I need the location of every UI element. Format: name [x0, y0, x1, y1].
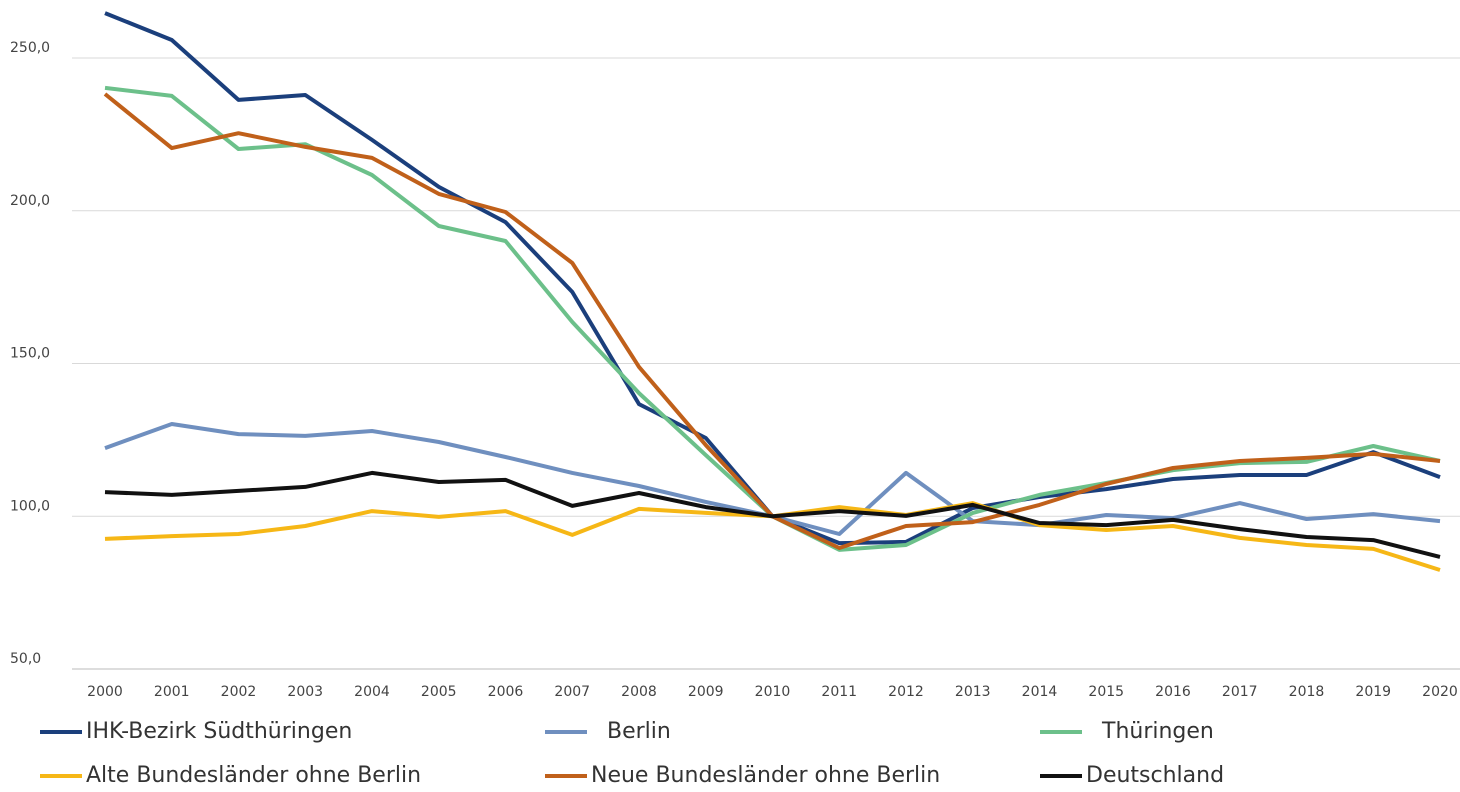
x-tick-label: 2020 — [1422, 684, 1458, 700]
series-line — [104, 85, 1441, 552]
legend-label: Neue Bundesländer ohne Berlin — [591, 763, 940, 788]
x-tick-label: 2005 — [421, 684, 457, 700]
y-tick-label: 100,0 — [10, 498, 50, 514]
x-tick-label: 2004 — [354, 684, 390, 700]
legend-label: IHK-Bezirk Südthüringen — [86, 719, 352, 744]
series-line — [104, 470, 1441, 559]
x-tick-label: 2013 — [955, 684, 991, 700]
legend-label: Alte Bundesländer ohne Berlin — [86, 763, 421, 788]
x-tick-label: 2017 — [1222, 684, 1258, 700]
x-tick-label: 2000 — [87, 684, 123, 700]
x-tick-label: 2011 — [821, 684, 857, 700]
x-tick-label: 2007 — [554, 684, 590, 700]
legend-label: Berlin — [607, 719, 671, 744]
x-tick-label: 2006 — [488, 684, 524, 700]
legend-label: Thüringen — [1101, 719, 1214, 744]
series-line — [103, 92, 1441, 550]
x-tick-label: 2015 — [1088, 684, 1124, 700]
x-tick-label: 2016 — [1155, 684, 1191, 700]
y-tick-label: 50,0 — [10, 651, 41, 667]
x-tick-label: 2010 — [755, 684, 791, 700]
x-tick-label: 2001 — [154, 684, 190, 700]
x-tick-label: 2008 — [621, 684, 657, 700]
x-tick-label: 2009 — [688, 684, 724, 700]
legend-label: Deutschland — [1086, 763, 1224, 788]
x-tick-label: 2014 — [1022, 684, 1058, 700]
y-tick-label: 150,0 — [10, 346, 50, 362]
x-tick-label: 2012 — [888, 684, 924, 700]
x-tick-label: 2002 — [221, 684, 257, 700]
y-tick-label: 250,0 — [10, 40, 50, 56]
x-tick-label: 2018 — [1289, 684, 1325, 700]
series-line — [104, 501, 1441, 572]
x-tick-label: 2019 — [1355, 684, 1391, 700]
x-tick-label: 2003 — [287, 684, 323, 700]
y-tick-label: 200,0 — [10, 193, 50, 209]
